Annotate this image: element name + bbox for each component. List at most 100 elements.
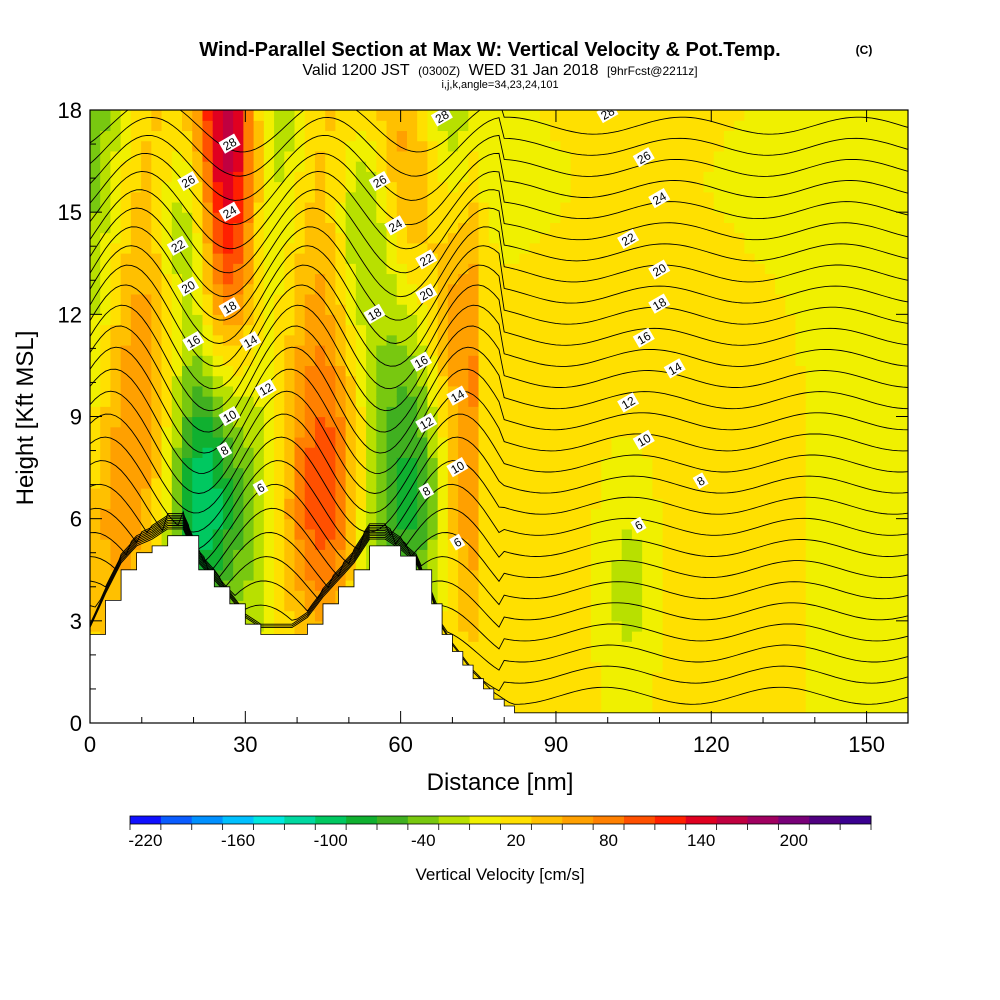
field-cell [877, 355, 889, 367]
field-cell [601, 375, 613, 387]
isentrope-line [90, 264, 908, 367]
field-cell [386, 171, 398, 183]
field-cell [355, 304, 367, 315]
field-cell [406, 120, 418, 132]
field-cell [775, 273, 786, 285]
field-cell [212, 549, 224, 561]
field-cell [754, 293, 766, 305]
field-cell [877, 191, 889, 203]
field-cell [284, 457, 296, 469]
field-cell [366, 436, 377, 448]
field-cell [478, 110, 490, 121]
field-cell [560, 242, 572, 254]
field-cell [406, 232, 418, 244]
chart-title: Wind-Parallel Section at Max W: Vertical… [199, 39, 780, 61]
contour-label-box [418, 482, 435, 500]
contour-label-text: 20 [179, 278, 198, 297]
field-cell [90, 620, 101, 632]
field-cell [867, 150, 878, 162]
field-cell [263, 181, 275, 193]
field-cell [683, 671, 694, 683]
field-cell [672, 120, 684, 132]
field-cell [488, 631, 500, 642]
field-cell [560, 130, 572, 142]
field-cell [550, 600, 561, 612]
field-cell [826, 436, 838, 448]
field-cell [591, 488, 602, 499]
field-cell [529, 161, 541, 172]
field-cell [826, 641, 838, 653]
field-cell [672, 385, 684, 397]
field-cell [458, 488, 469, 499]
field-cell [243, 171, 255, 183]
field-cell [897, 334, 908, 346]
field-cell [570, 140, 582, 152]
field-cell [192, 406, 204, 418]
field-cell [805, 682, 817, 693]
field-cell [775, 222, 786, 234]
field-cell [406, 212, 418, 223]
field-cell [642, 232, 653, 244]
field-cell [570, 436, 582, 448]
field-cell [161, 293, 173, 305]
field-cell [805, 457, 817, 469]
field-cell [314, 344, 326, 356]
field-cell [652, 201, 664, 213]
field-cell [478, 620, 490, 632]
field-cell [161, 355, 173, 367]
field-cell [212, 406, 224, 418]
field-cell [683, 651, 694, 663]
field-cell [785, 406, 797, 418]
field-cell [355, 120, 367, 132]
field-cell [785, 467, 797, 479]
field-cell [744, 651, 756, 663]
field-cell [672, 232, 684, 244]
field-cell [274, 518, 285, 530]
field-cell [417, 457, 429, 469]
field-cell [366, 355, 377, 367]
field-cell [897, 222, 908, 234]
field-cell [100, 426, 112, 438]
field-cell [253, 140, 265, 152]
field-cell [836, 253, 848, 264]
field-cell [284, 171, 296, 183]
field-cell [519, 620, 531, 632]
field-cell [897, 692, 908, 704]
field-cell [703, 457, 715, 469]
field-cell [212, 396, 224, 407]
field-cell [785, 610, 797, 622]
field-cell [345, 110, 357, 121]
field-cell [212, 344, 224, 356]
contour-label-text: 26 [635, 148, 654, 167]
field-cell [478, 528, 490, 540]
field-cell [90, 467, 101, 479]
field-cell [100, 283, 112, 295]
field-cell [509, 130, 521, 142]
field-cell [713, 314, 725, 326]
field-cell [437, 212, 449, 223]
field-cell [662, 232, 674, 244]
field-cell [734, 283, 745, 295]
field-cell [713, 682, 725, 693]
field-cell [754, 344, 766, 356]
field-cell [90, 569, 101, 581]
field-cell [458, 375, 469, 387]
field-cell [867, 355, 878, 367]
field-cell [723, 161, 735, 172]
field-cell [222, 355, 234, 367]
field-cell [478, 324, 490, 336]
contour-label-box [617, 392, 640, 413]
field-cell [233, 406, 244, 418]
field-cell [805, 365, 817, 377]
field-cell [396, 549, 408, 561]
field-cell [580, 436, 592, 448]
field-cell [846, 477, 858, 489]
field-cell [427, 457, 439, 469]
field-cell [867, 692, 878, 704]
field-cell [897, 140, 908, 152]
field-cell [366, 467, 377, 479]
field-cell [734, 692, 745, 704]
field-cell [744, 140, 756, 152]
field-cell [795, 631, 807, 642]
field-cell [897, 324, 908, 336]
